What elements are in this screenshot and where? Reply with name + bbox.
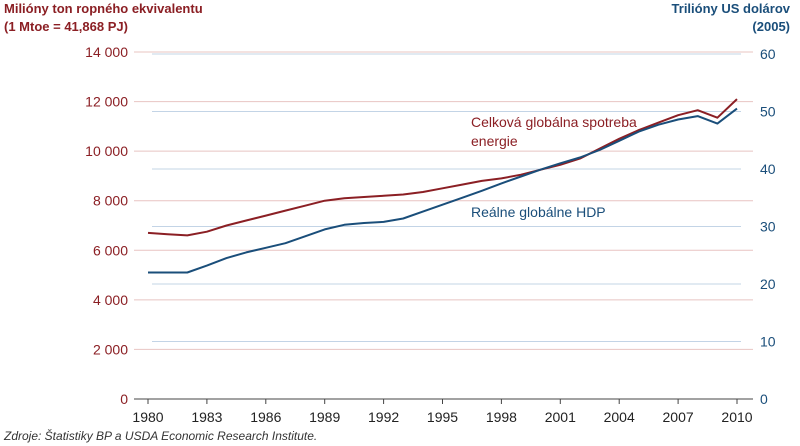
x-tick-label: 1983	[191, 409, 222, 425]
right-tick-label: 10	[760, 334, 776, 350]
right-tick-label: 20	[760, 276, 776, 292]
right-tick-label: 50	[760, 104, 776, 120]
left-tick-label: 14 000	[85, 44, 128, 60]
x-tick-label: 1995	[427, 409, 458, 425]
left-tick-label: 12 000	[85, 94, 128, 110]
x-tick-label: 1980	[132, 409, 163, 425]
gridlines	[134, 51, 753, 350]
x-tick-label: 2004	[604, 409, 635, 425]
right-axis-title-line1: Trilióny US dolárov	[672, 1, 791, 16]
left-axis-title-line2: (1 Mtoe = 41,868 PJ)	[4, 19, 128, 34]
energy-series-line	[147, 98, 738, 237]
source-note: Zdroje: Štatistiky BP a USDA Economic Re…	[3, 428, 317, 443]
left-tick-label: 4 000	[93, 292, 128, 308]
left-tick-label: 8 000	[93, 193, 128, 209]
right-tick-label: 30	[760, 219, 776, 235]
left-tick-label: 10 000	[85, 143, 128, 159]
x-tick-label: 1998	[486, 409, 517, 425]
series-lines	[147, 98, 738, 274]
left-axis-title-line1: Milióny ton ropného ekvivalentu	[4, 1, 203, 16]
gdp-annotation: Reálne globálne HDP	[471, 204, 606, 220]
right-axis-title-line2: (2005)	[752, 19, 790, 34]
right-tick-label: 40	[760, 161, 776, 177]
x-tick-label: 1986	[250, 409, 281, 425]
left-tick-label: 0	[120, 391, 128, 407]
x-tick-label: 1989	[309, 409, 340, 425]
right-tick-label: 0	[760, 391, 768, 407]
x-ticks	[147, 399, 738, 404]
energy-annotation-line1: Celková globálna spotreba	[471, 114, 637, 130]
x-tick-label: 2001	[545, 409, 576, 425]
x-tick-label: 2010	[721, 409, 752, 425]
energy-annotation-line2: energie	[471, 133, 518, 149]
gdp-series-line	[148, 107, 738, 274]
left-tick-label: 6 000	[93, 242, 128, 258]
x-tick-label: 1992	[368, 409, 399, 425]
x-tick-label: 2007	[663, 409, 694, 425]
left-tick-label: 2 000	[93, 341, 128, 357]
right-tick-label: 60	[760, 46, 776, 62]
